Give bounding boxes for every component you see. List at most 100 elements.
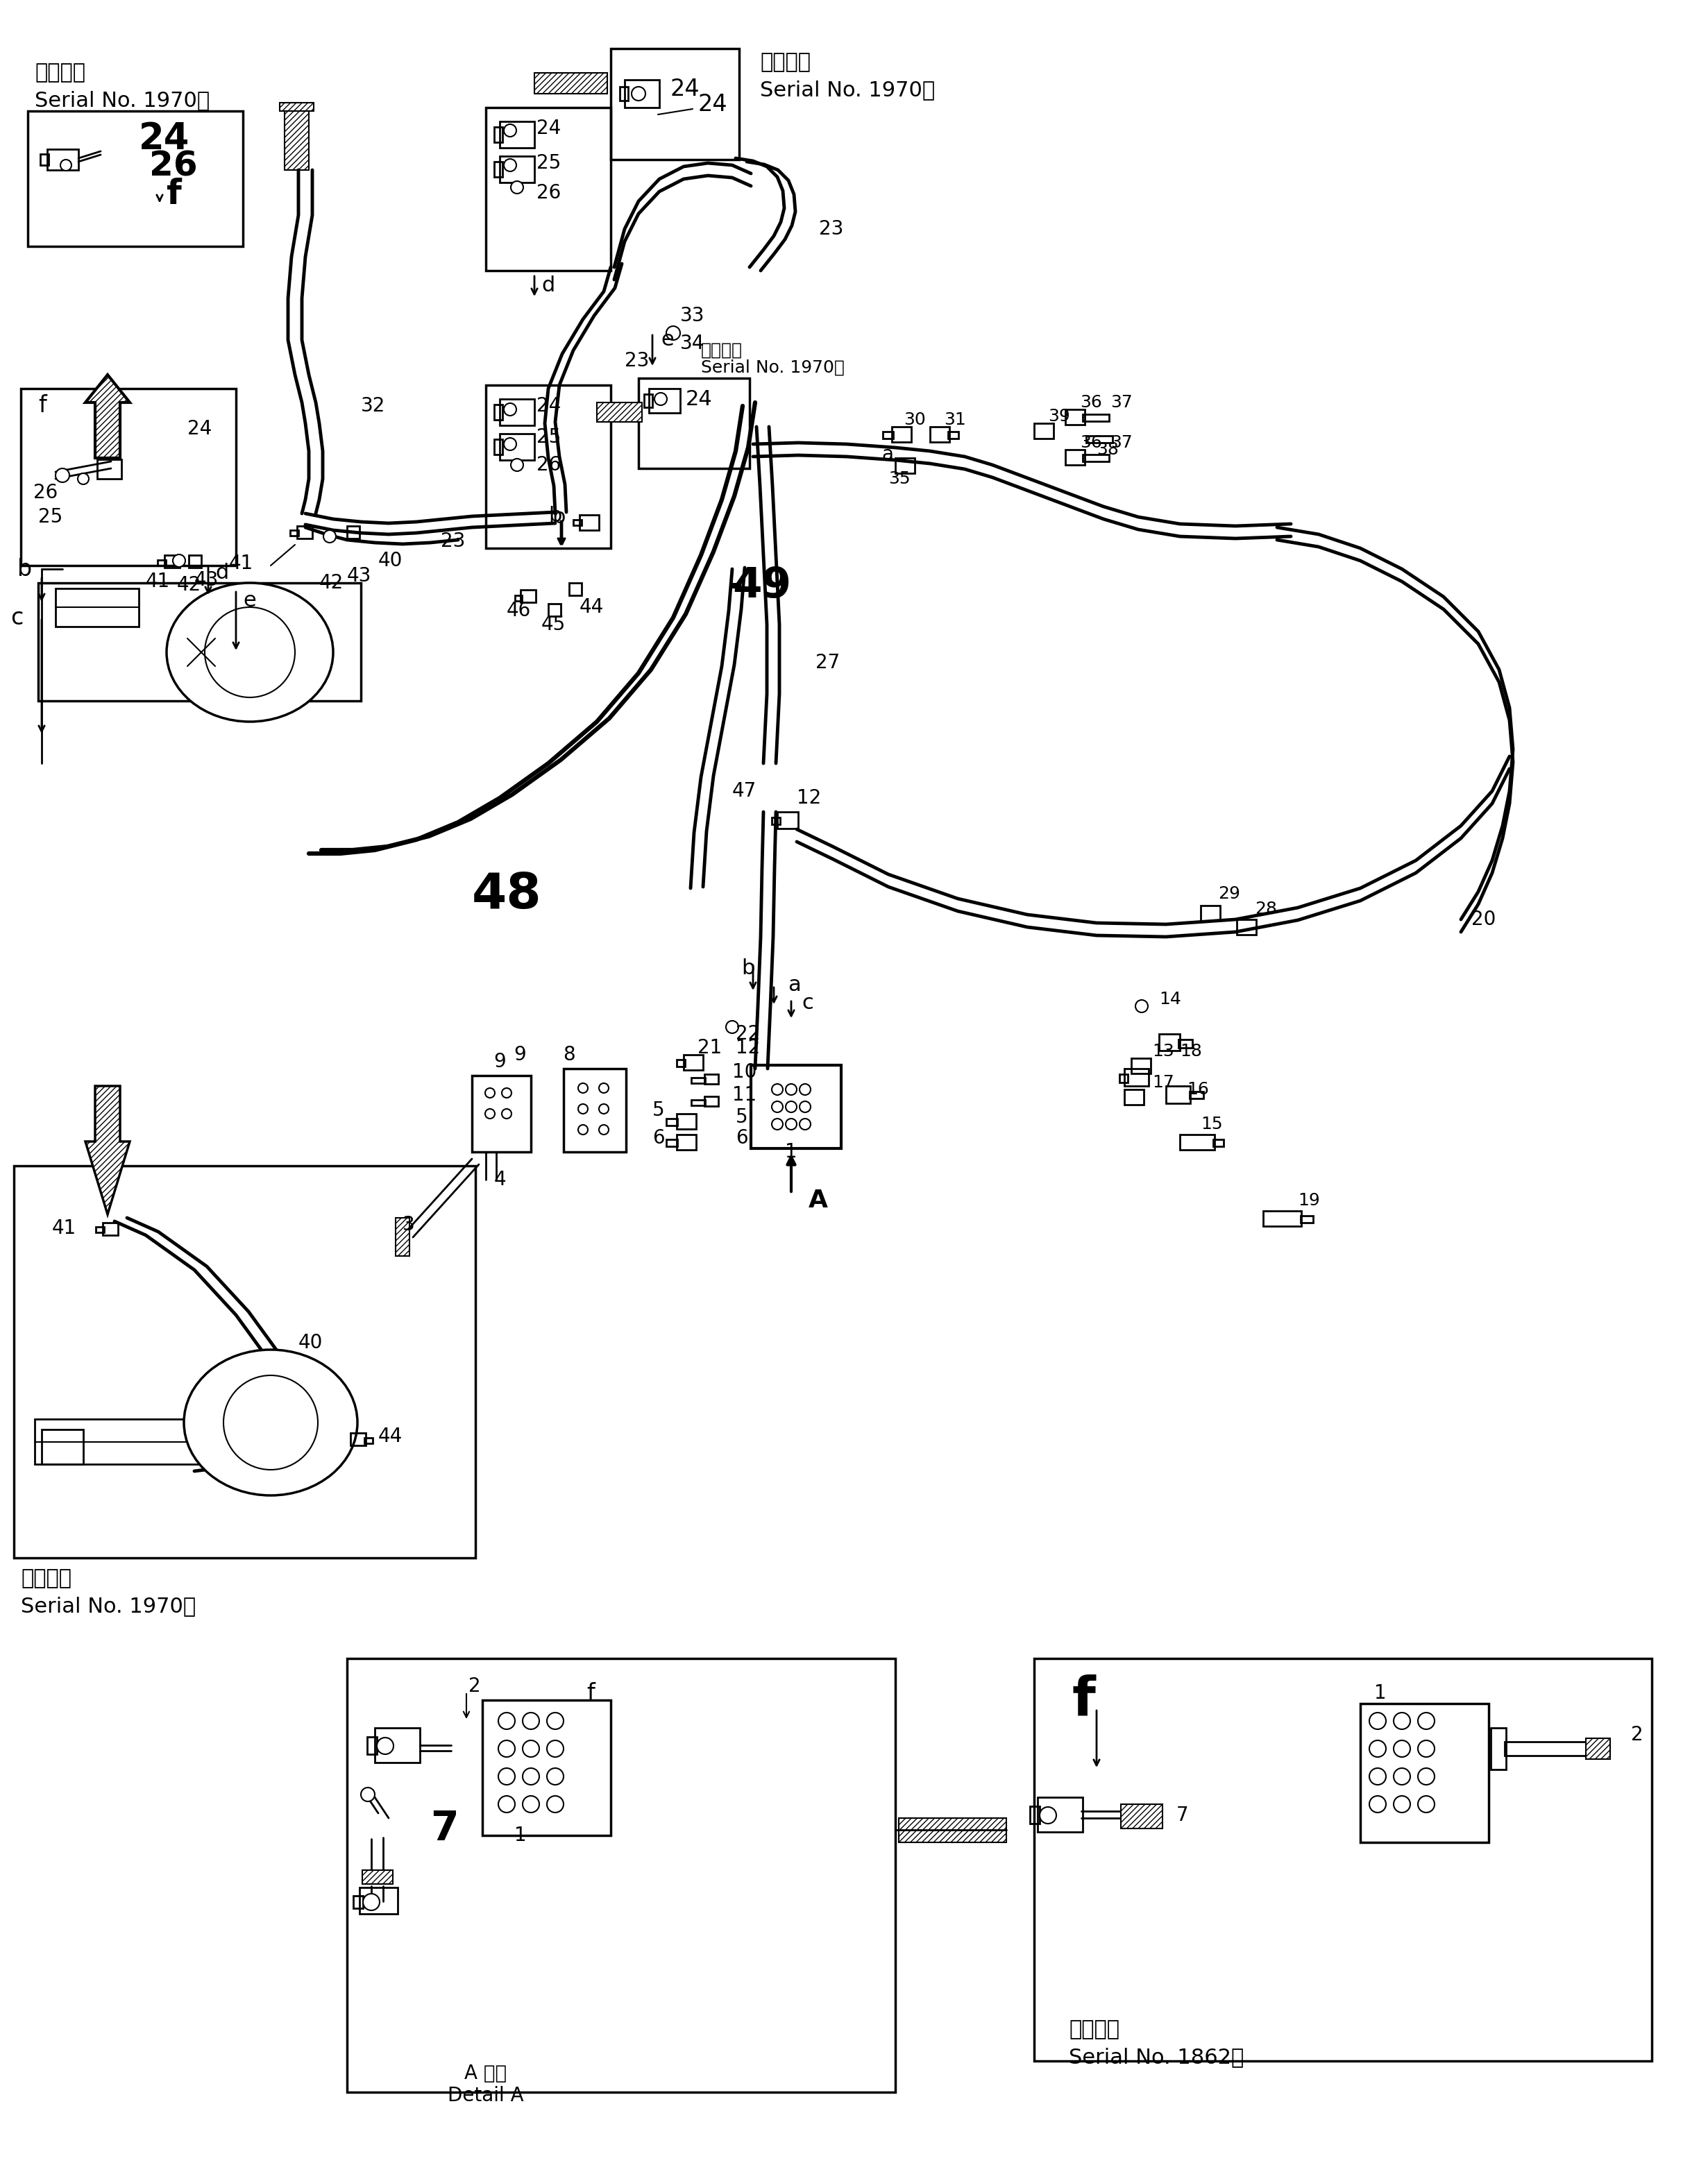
- Bar: [500, 122, 535, 148]
- Text: 36: 36: [1079, 395, 1102, 410]
- Text: 33: 33: [680, 305, 705, 325]
- Text: e: e: [661, 329, 673, 351]
- Text: 26: 26: [536, 183, 560, 203]
- Circle shape: [726, 1021, 738, 1034]
- Circle shape: [377, 1738, 393, 1754]
- Text: 13: 13: [1153, 1043, 1173, 1060]
- Bar: [620, 87, 629, 100]
- Text: 15: 15: [1201, 1117, 1223, 1132]
- Circle shape: [577, 1125, 588, 1134]
- Bar: [164, 556, 179, 567]
- Bar: [548, 604, 560, 617]
- Text: 12: 12: [796, 787, 822, 807]
- Text: 1: 1: [786, 1143, 798, 1162]
- Circle shape: [504, 403, 516, 417]
- Circle shape: [360, 1788, 374, 1802]
- Bar: [97, 460, 121, 480]
- Circle shape: [504, 159, 516, 172]
- Circle shape: [547, 1795, 564, 1812]
- Bar: [471, 1075, 531, 1152]
- Circle shape: [654, 393, 666, 406]
- Text: 46: 46: [507, 602, 531, 619]
- Circle shape: [547, 1740, 564, 1758]
- Circle shape: [1418, 1769, 1435, 1784]
- Bar: [1124, 1069, 1148, 1086]
- Bar: [883, 432, 893, 438]
- Circle shape: [1394, 1712, 1411, 1730]
- Text: 32: 32: [360, 397, 386, 417]
- Circle shape: [79, 473, 89, 484]
- Bar: [1033, 423, 1054, 438]
- Text: 41: 41: [229, 554, 253, 574]
- Bar: [676, 1114, 697, 1130]
- Text: 37: 37: [1110, 395, 1132, 410]
- Circle shape: [499, 1712, 516, 1730]
- Circle shape: [577, 1104, 588, 1114]
- Bar: [362, 1869, 393, 1884]
- Bar: [1167, 1086, 1190, 1104]
- Text: 44: 44: [377, 1426, 403, 1446]
- Circle shape: [205, 606, 295, 698]
- Text: 6: 6: [652, 1128, 664, 1147]
- Bar: [692, 1077, 705, 1084]
- Bar: [364, 1437, 372, 1444]
- Text: 49: 49: [733, 565, 791, 606]
- Bar: [367, 1736, 377, 1754]
- Circle shape: [1394, 1740, 1411, 1758]
- Bar: [666, 1138, 678, 1147]
- Text: 24: 24: [138, 120, 190, 157]
- Bar: [1505, 1743, 1588, 1756]
- Bar: [1491, 1727, 1506, 1769]
- Circle shape: [772, 1084, 782, 1095]
- Text: 適用号機: 適用号機: [700, 342, 743, 358]
- Bar: [1189, 1090, 1204, 1099]
- Bar: [892, 427, 912, 443]
- Bar: [494, 126, 502, 142]
- Bar: [1066, 449, 1085, 465]
- Text: 38: 38: [1097, 441, 1119, 458]
- Ellipse shape: [184, 1350, 357, 1496]
- Text: 42: 42: [178, 576, 202, 595]
- Text: d: d: [541, 275, 555, 297]
- Bar: [666, 1119, 678, 1125]
- Circle shape: [632, 87, 646, 100]
- Text: 45: 45: [541, 615, 565, 635]
- Text: 14: 14: [1160, 990, 1182, 1008]
- Circle shape: [799, 1084, 811, 1095]
- Circle shape: [504, 438, 516, 449]
- Text: 24: 24: [188, 419, 212, 438]
- Text: 9: 9: [494, 1051, 506, 1071]
- Bar: [596, 403, 642, 421]
- Text: 43: 43: [347, 567, 372, 587]
- Bar: [290, 530, 299, 537]
- Bar: [895, 458, 915, 473]
- Text: 8: 8: [564, 1045, 576, 1064]
- Circle shape: [323, 530, 336, 543]
- Circle shape: [504, 124, 516, 137]
- Bar: [683, 1056, 704, 1071]
- Bar: [521, 589, 536, 602]
- Circle shape: [1394, 1795, 1411, 1812]
- Text: b: b: [548, 506, 562, 526]
- Circle shape: [1370, 1769, 1385, 1784]
- Text: c: c: [801, 992, 813, 1012]
- Bar: [649, 388, 680, 412]
- Bar: [494, 403, 502, 419]
- Circle shape: [1418, 1740, 1435, 1758]
- Bar: [359, 1887, 398, 1915]
- Text: 2: 2: [1631, 1725, 1643, 1745]
- Bar: [1585, 1738, 1611, 1760]
- Bar: [1201, 905, 1220, 920]
- Bar: [41, 155, 48, 166]
- Text: 40: 40: [377, 552, 403, 571]
- Bar: [1120, 1804, 1163, 1828]
- Text: 39: 39: [1049, 408, 1069, 425]
- Bar: [350, 1433, 366, 1446]
- Bar: [564, 1069, 627, 1152]
- Circle shape: [600, 1104, 608, 1114]
- Bar: [692, 1099, 705, 1106]
- Bar: [1124, 1090, 1144, 1106]
- Text: d: d: [215, 563, 229, 582]
- Bar: [494, 438, 502, 454]
- Circle shape: [173, 554, 184, 567]
